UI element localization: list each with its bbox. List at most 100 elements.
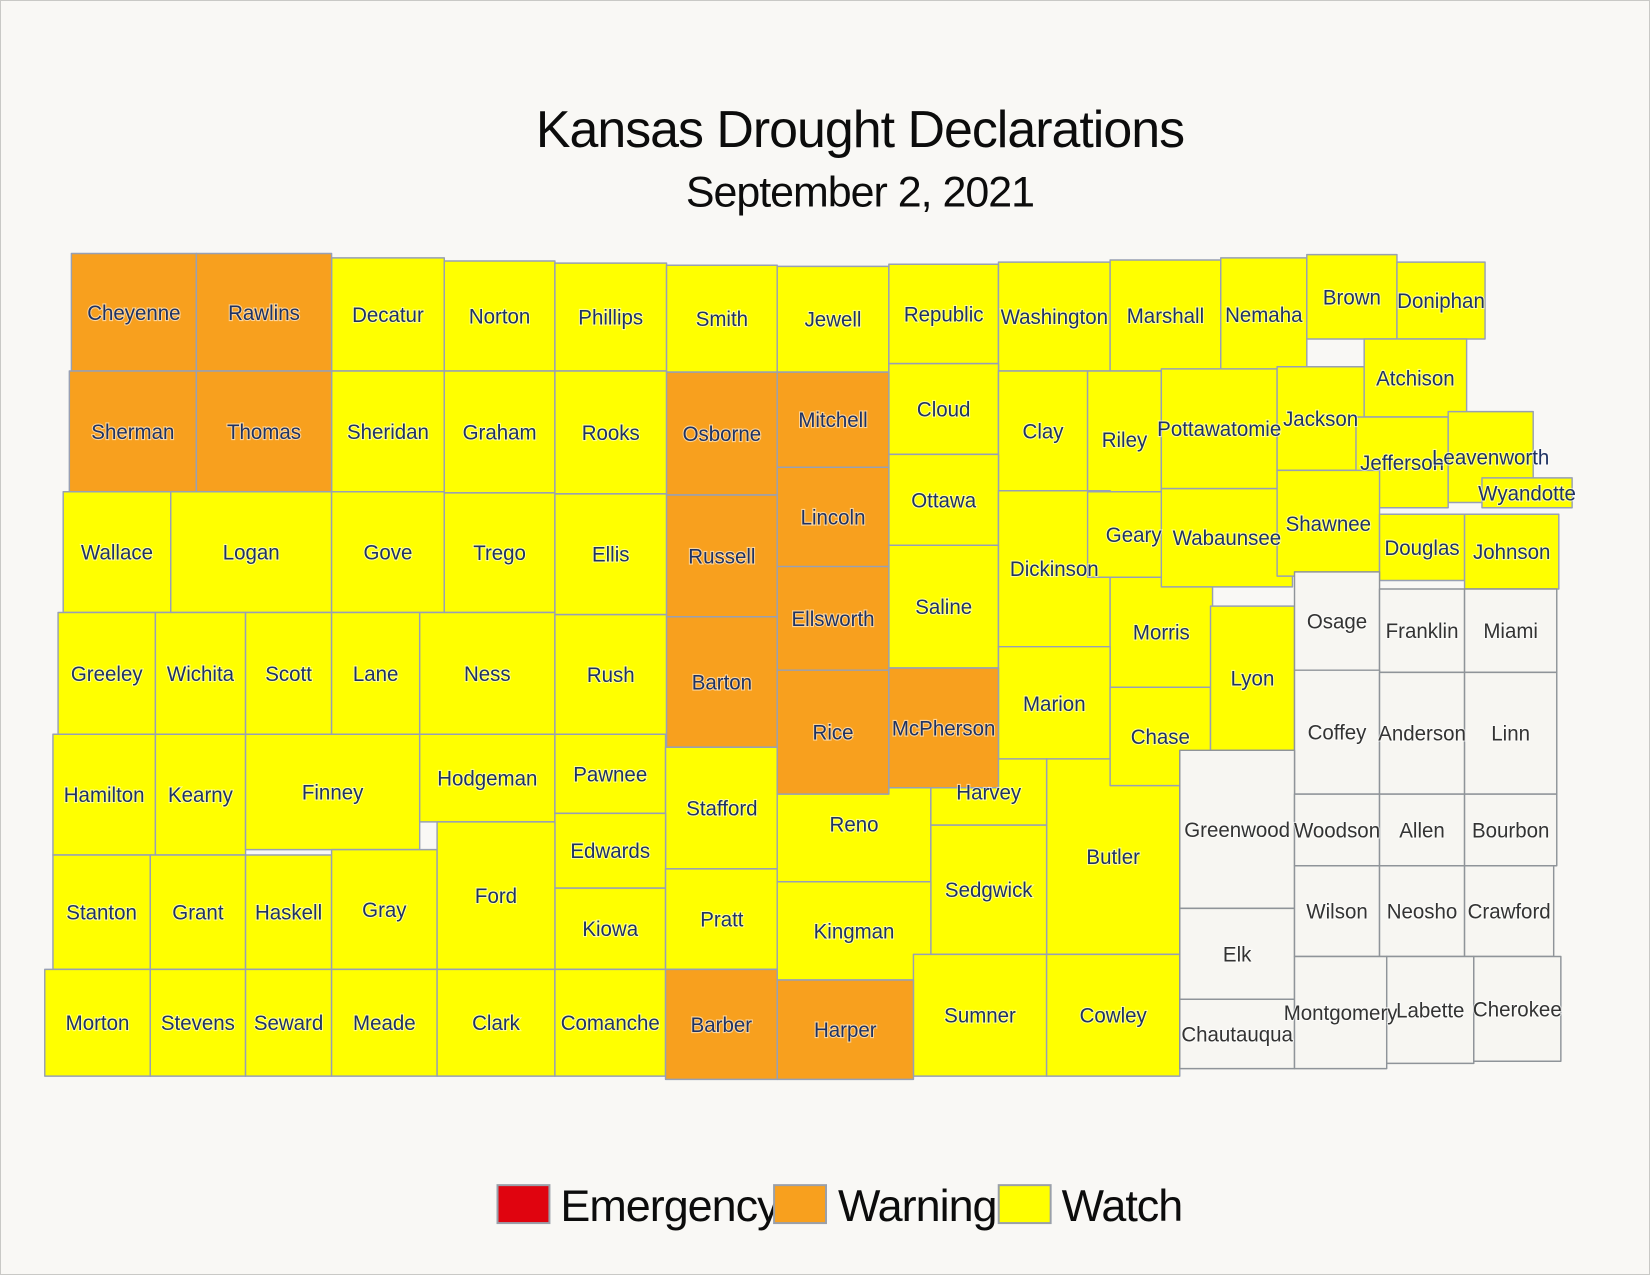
county-thomas <box>195 370 333 493</box>
county-label-meade: Meade <box>353 1012 416 1035</box>
county-label-hodgeman: Hodgeman <box>437 767 537 790</box>
county-label-rawlins: Rawlins <box>228 301 300 324</box>
county-brown <box>1306 253 1398 340</box>
county-lyon <box>1209 605 1296 752</box>
county-harper <box>776 979 915 1081</box>
county-stanton <box>52 854 151 971</box>
county-label-sumner: Sumner <box>944 1004 1016 1027</box>
county-label-crawford: Crawford <box>1468 900 1551 923</box>
county-label-miami: Miami <box>1483 620 1538 643</box>
county-norton <box>443 260 556 372</box>
county-ness <box>418 611 556 736</box>
county-label-finney: Finney <box>302 781 364 804</box>
county-sedgwick <box>930 824 1048 956</box>
county-label-grant: Grant <box>172 901 223 924</box>
county-label-seward: Seward <box>254 1012 323 1035</box>
county-label-montgomery: Montgomery <box>1284 1002 1398 1025</box>
county-cowley <box>1045 953 1181 1077</box>
county-hamilton <box>52 733 157 856</box>
county-label-stafford: Stafford <box>686 797 757 820</box>
county-cheyenne <box>70 252 198 372</box>
county-wilson <box>1293 864 1381 958</box>
county-label-kearny: Kearny <box>168 784 233 807</box>
county-label-coffey: Coffey <box>1308 721 1367 744</box>
county-barber <box>664 968 778 1081</box>
county-label-brown: Brown <box>1323 286 1381 309</box>
county-label-sherman: Sherman <box>91 421 174 444</box>
county-label-linn: Linn <box>1491 722 1530 745</box>
county-label-lane: Lane <box>353 662 399 685</box>
county-marshall <box>1109 259 1222 372</box>
county-mitchell <box>776 371 890 468</box>
county-label-bourbon: Bourbon <box>1472 819 1549 842</box>
county-label-lincoln: Lincoln <box>801 506 866 529</box>
legend: Emergency Warning Watch <box>496 1180 1183 1231</box>
county-montgomery <box>1293 955 1388 1070</box>
county-label-atchison: Atchison <box>1376 367 1455 390</box>
county-ottawa <box>888 453 1000 546</box>
county-comanche <box>554 968 667 1077</box>
county-pratt <box>664 868 779 971</box>
county-washington <box>997 261 1111 372</box>
county-russell <box>665 494 778 618</box>
county-label-wallace: Wallace <box>81 541 153 564</box>
county-label-saline: Saline <box>915 596 972 619</box>
county-label-washington: Washington <box>1001 306 1108 329</box>
county-label-chase: Chase <box>1131 726 1190 749</box>
county-crawford <box>1463 864 1555 958</box>
county-label-rooks: Rooks <box>582 422 640 445</box>
county-label-mitchell: Mitchell <box>798 409 867 432</box>
county-label-wichita: Wichita <box>167 662 234 685</box>
county-shawnee <box>1276 469 1381 577</box>
county-label-labette: Labette <box>1396 999 1464 1022</box>
county-label-sheridan: Sheridan <box>347 421 429 444</box>
county-label-stevens: Stevens <box>161 1012 235 1035</box>
county-linn <box>1463 671 1558 795</box>
county-greenwood <box>1179 749 1296 910</box>
county-neosho <box>1378 864 1466 958</box>
county-bourbon <box>1463 793 1558 867</box>
county-label-gray: Gray <box>362 899 407 922</box>
county-label-graham: Graham <box>463 421 537 444</box>
county-label-rice: Rice <box>813 721 854 744</box>
county-label-pawnee: Pawnee <box>573 763 647 786</box>
legend-swatch-watch <box>997 1184 1052 1225</box>
county-lane <box>330 611 421 736</box>
county-clay <box>997 370 1089 492</box>
legend-label-warning: Warning <box>838 1180 997 1231</box>
county-decatur <box>330 257 445 372</box>
county-ford <box>436 821 556 971</box>
county-label-greeley: Greeley <box>71 662 143 685</box>
county-gove <box>330 491 445 614</box>
county-jackson <box>1276 366 1365 472</box>
county-label-allen: Allen <box>1399 819 1445 842</box>
legend-label-watch: Watch <box>1062 1180 1183 1231</box>
county-label-stanton: Stanton <box>66 901 137 924</box>
county-sheridan <box>330 370 445 493</box>
county-label-butler: Butler <box>1086 846 1140 869</box>
county-label-woodson: Woodson <box>1294 819 1380 842</box>
county-anderson <box>1378 671 1466 795</box>
county-wichita <box>154 611 247 736</box>
county-edwards <box>554 812 667 889</box>
county-label-barber: Barber <box>691 1013 752 1036</box>
county-phillips <box>554 262 668 372</box>
county-coffey <box>1293 669 1381 795</box>
county-label-reno: Reno <box>830 813 879 836</box>
county-label-ford: Ford <box>475 885 517 908</box>
map-title: Kansas Drought Declarations <box>536 101 1184 159</box>
county-cloud <box>888 362 1000 456</box>
county-meade <box>330 968 438 1077</box>
county-rawlins <box>195 252 333 372</box>
county-label-gove: Gove <box>363 541 412 564</box>
county-stevens <box>149 968 247 1077</box>
county-label-johnson: Johnson <box>1473 541 1550 564</box>
county-wallace <box>62 491 172 614</box>
county-label-morton: Morton <box>66 1012 130 1035</box>
county-pottawatomie <box>1160 368 1278 490</box>
county-saline <box>888 544 1000 669</box>
county-label-harvey: Harvey <box>956 781 1021 804</box>
county-label-edwards: Edwards <box>570 840 650 863</box>
county-label-ottawa: Ottawa <box>911 489 976 512</box>
county-kearny <box>154 733 247 856</box>
